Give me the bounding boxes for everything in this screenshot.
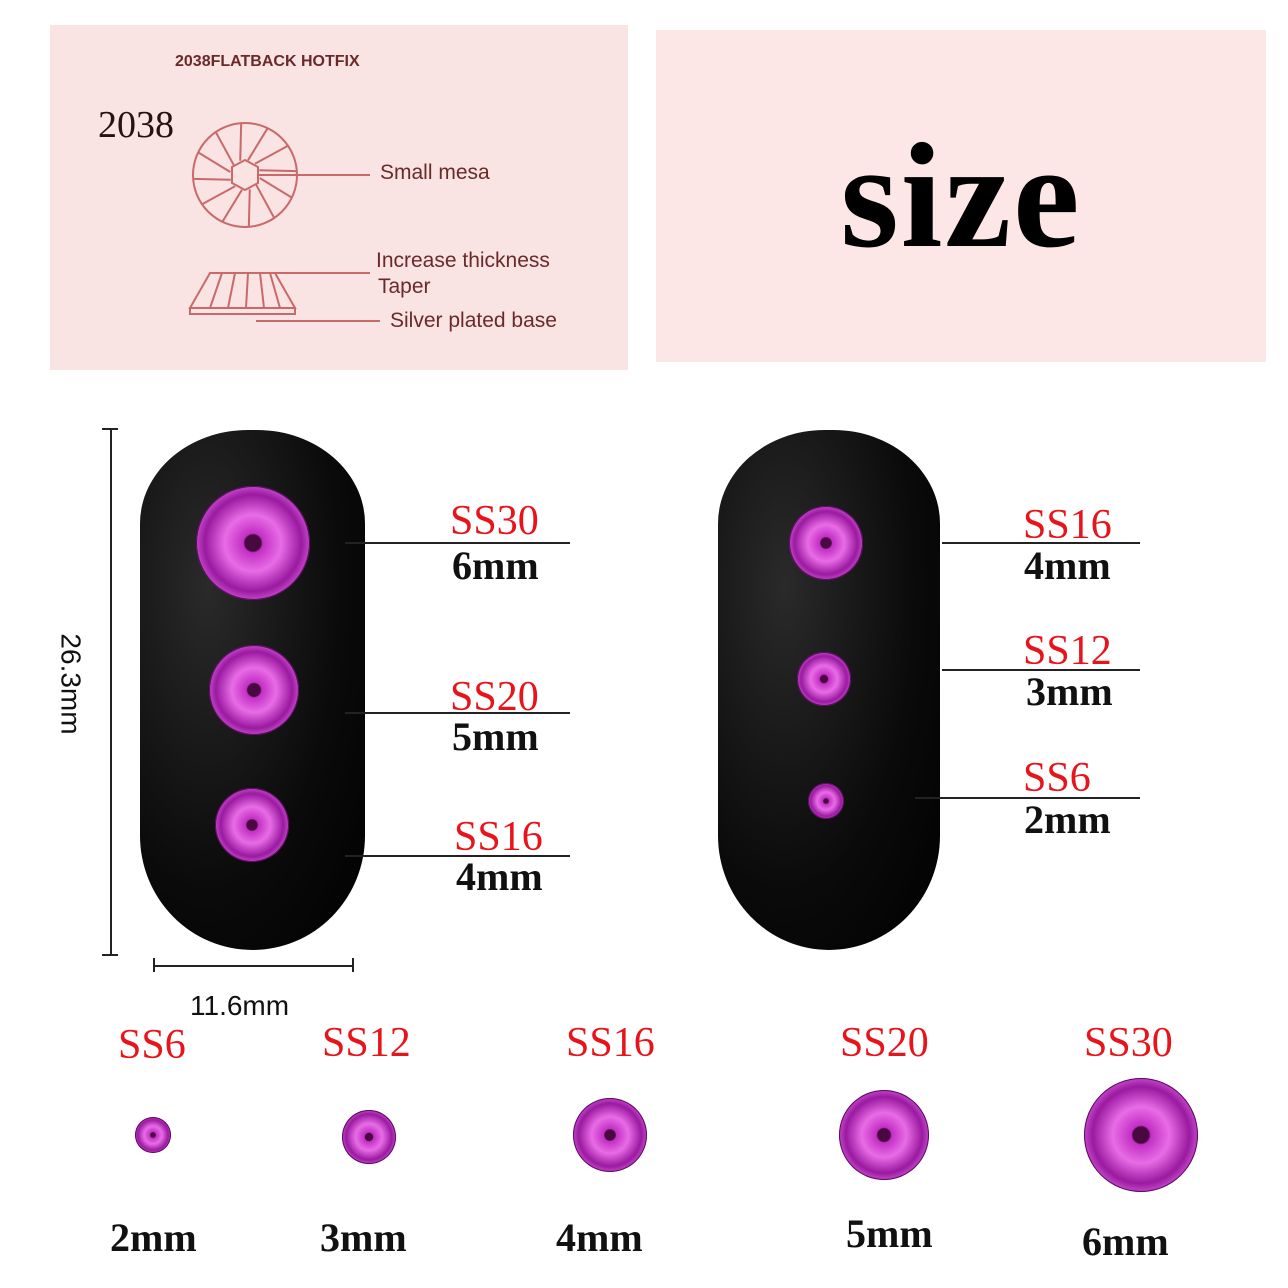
row-mm-label: 4mm [556, 1215, 643, 1260]
model-number: 2038 [98, 104, 174, 146]
left-mm-label: 5mm [452, 714, 539, 759]
rhinestone-facet-diagram [188, 122, 380, 322]
row-ss-label: SS16 [566, 1020, 655, 1066]
right-ss-label: SS16 [1023, 502, 1112, 548]
left-mm-label: 6mm [452, 543, 539, 588]
right-ss-label: SS6 [1023, 755, 1091, 801]
leader-line [915, 797, 1140, 799]
leader-line [942, 669, 1140, 671]
right-mm-label: 3mm [1026, 669, 1113, 714]
gem-ss16 [789, 506, 863, 580]
row-ss-label: SS30 [1084, 1020, 1173, 1066]
facet-line [214, 131, 235, 166]
gem-6mm [1084, 1078, 1198, 1192]
label-taper: Taper [378, 275, 431, 298]
row-mm-label: 5mm [846, 1211, 933, 1256]
facet-line [254, 144, 289, 165]
right-ss-label: SS12 [1023, 628, 1112, 674]
height-dimension-line [110, 428, 112, 955]
gem-ss30 [196, 486, 310, 600]
gem-4mm [573, 1098, 647, 1172]
height-tick-top [102, 428, 118, 430]
row-mm-label: 6mm [1082, 1219, 1169, 1264]
facet-line [221, 189, 243, 223]
right-mm-label: 4mm [1024, 543, 1111, 588]
row-mm-label: 3mm [320, 1215, 407, 1260]
facet-line [247, 127, 269, 161]
facet-line [255, 184, 276, 219]
label-silver-plated-base: Silver plated base [390, 309, 557, 332]
label-small-mesa: Small mesa [380, 161, 490, 184]
gem-ss12 [797, 652, 851, 706]
gem-2mm [135, 1117, 171, 1153]
gem-3mm [342, 1110, 396, 1164]
label-increase-thickness: Increase thickness [376, 249, 550, 272]
gem-ss16 [215, 788, 289, 862]
width-dimension-line [153, 965, 353, 967]
left-ss-label: SS16 [454, 814, 543, 860]
gem-ss20 [209, 645, 299, 735]
width-label: 11.6mm [190, 990, 290, 1021]
diagram-header: 2038FLATBACK HOTFIX [175, 53, 360, 70]
leader-line [942, 542, 1140, 544]
facet-line [193, 177, 231, 181]
facet-line [259, 177, 293, 199]
leader-line [345, 542, 570, 544]
row-mm-label: 2mm [110, 1215, 197, 1260]
facet-line [259, 169, 297, 173]
right-mm-label: 2mm [1024, 797, 1111, 842]
width-tick-left [153, 958, 155, 972]
gem-5mm [839, 1090, 929, 1180]
row-ss-label: SS12 [322, 1020, 411, 1066]
gem-ss6 [808, 783, 844, 819]
leader-line [345, 855, 570, 857]
rhinestone-diagram-panel: 2038FLATBACK HOTFIX 2038 Small mesa Incr… [50, 25, 628, 370]
height-label: 26.3mm [55, 633, 87, 735]
row-ss-label: SS20 [840, 1020, 929, 1066]
row-ss-label: SS6 [118, 1022, 186, 1068]
facet-line [239, 123, 243, 161]
facet-line [247, 189, 251, 227]
leader-line [345, 712, 570, 714]
size-title: size [656, 30, 1266, 362]
left-mm-label: 4mm [456, 854, 543, 899]
height-tick-bottom [102, 954, 118, 956]
left-ss-label: SS20 [450, 674, 539, 720]
facet-line [201, 185, 236, 206]
left-ss-label: SS30 [450, 498, 539, 544]
width-tick-right [352, 958, 354, 972]
facet-line [197, 151, 231, 173]
